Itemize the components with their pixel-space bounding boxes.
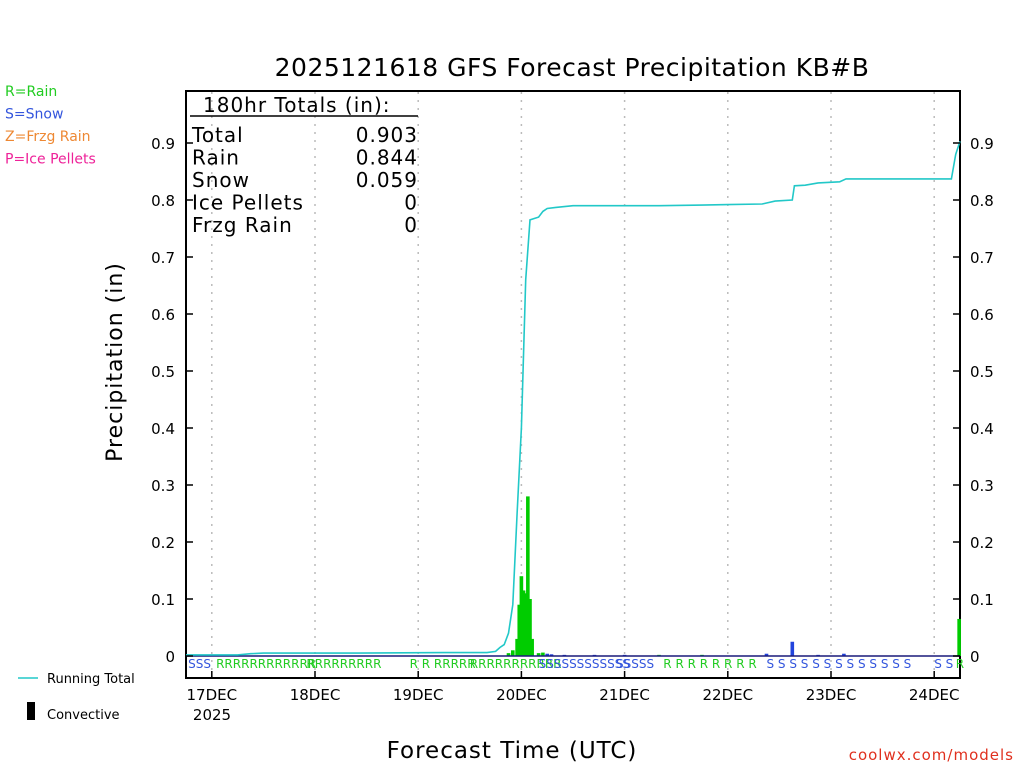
totals-label: Frzg Rain [192, 213, 293, 237]
running-total-line-group [186, 141, 961, 656]
x-tick-label: 19DEC [393, 686, 444, 704]
precip-type-label: R [956, 657, 964, 671]
precip-bar [545, 653, 549, 656]
x-year-label: 2025 [193, 706, 231, 724]
y-tick-label-right: 0.7 [970, 249, 994, 267]
y-tick-label-right: 0.3 [970, 477, 994, 495]
totals-value: 0.844 [356, 146, 418, 170]
precip-bar [842, 653, 846, 656]
precip-bar [536, 653, 541, 656]
y-tick-label-right: 0 [970, 648, 980, 666]
legend-entry-label: Convective [47, 708, 120, 723]
precip-bar [517, 604, 522, 656]
vertical-gridlines [211, 92, 935, 677]
precip-bars [186, 496, 961, 657]
precip-type-label: SSSSS [616, 657, 654, 671]
y-tick-label-left: 0.8 [151, 192, 175, 210]
totals-value: 0.903 [356, 123, 418, 147]
precip-type-label: R R R R R R R R [663, 657, 756, 671]
precip-bar [521, 590, 526, 656]
type-legend-entry: P=Ice Pellets [5, 152, 96, 168]
precip-type-label: SSS [188, 657, 211, 671]
x-tick-label: 22DEC [703, 686, 754, 704]
type-legend-entry: Z=Frzg Rain [5, 129, 91, 145]
y-tick-label-left: 0.1 [151, 591, 175, 609]
x-tick-label: 23DEC [806, 686, 857, 704]
precip-type-label: S S [934, 657, 953, 671]
totals-label: Snow [192, 168, 250, 192]
y-axis-left: 0 0.1 0.2 0.3 0.4 0.5 0.6 0.7 0.8 0.9 [151, 135, 193, 666]
y-tick-label-right: 0.1 [970, 591, 994, 609]
precip-type-label: SSSSSSSSSSSS [539, 657, 630, 671]
x-axis-label: Forecast Time (UTC) [387, 738, 638, 764]
y-tick-label-right: 0.5 [970, 363, 994, 381]
precip-bar [790, 641, 795, 656]
totals-box: 180hr Totals (in): Total 0.903 Rain 0.844 Sn… [190, 93, 418, 237]
y-tick-label-right: 0.4 [970, 420, 994, 438]
y-tick-label-left: 0.4 [151, 420, 175, 438]
precip-type-label: R R RRRRR [410, 657, 476, 671]
y-tick-label-right: 0.9 [970, 135, 994, 153]
plot-frame [185, 90, 961, 679]
y-tick-label-left: 0 [165, 648, 175, 666]
running-total-line [186, 141, 961, 656]
precip-bar [528, 599, 532, 656]
source-credit[interactable]: coolwx.com/models [849, 746, 1014, 764]
precip-bar [519, 576, 524, 656]
precip-bar [511, 650, 515, 656]
y-tick-label-left: 0.6 [151, 306, 175, 324]
precip-bar [530, 638, 534, 656]
y-axis-right: 0 0.1 0.2 0.3 0.4 0.5 0.6 0.7 0.8 0.9 [953, 135, 994, 666]
series-legend: Running Total Convective [18, 672, 135, 723]
precip-bar [515, 638, 519, 656]
precip-type-label: RRRRRRRRR [306, 657, 381, 671]
totals-value: 0 [404, 213, 418, 237]
legend-entry-label: Running Total [47, 672, 135, 687]
y-tick-label-left: 0.3 [151, 477, 175, 495]
precip-type-label: RRRRRRRRRRR [470, 657, 562, 671]
y-tick-label-left: 0.5 [151, 363, 175, 381]
x-tick-label: 20DEC [496, 686, 547, 704]
precip-bar [957, 618, 961, 656]
y-tick-label-left: 0.2 [151, 534, 175, 552]
totals-value: 0.059 [356, 168, 418, 192]
precip-type-legend: R=Rain S=Snow Z=Frzg Rain P=Ice Pellets [5, 84, 96, 168]
totals-label: Ice Pellets [192, 191, 304, 215]
x-axis: 17DEC 18DEC 19DEC 20DEC 21DEC 22DEC 23DEC 24DEC [187, 671, 960, 704]
y-tick-label-right: 0.6 [970, 306, 994, 324]
chart-title: 2025121618 GFS Forecast Precipitation KB… [275, 53, 870, 82]
precip-type-label: RRRRRRRRRRRR [216, 657, 316, 671]
y-tick-label-right: 0.2 [970, 534, 994, 552]
x-tick-label: 21DEC [599, 686, 650, 704]
totals-value: 0 [404, 191, 418, 215]
totals-label: Rain [192, 146, 240, 170]
x-tick-label: 18DEC [290, 686, 341, 704]
y-tick-label-left: 0.7 [151, 249, 175, 267]
totals-label: Total [191, 123, 244, 147]
x-tick-label: 17DEC [187, 686, 238, 704]
type-legend-entry: R=Rain [5, 84, 57, 100]
totals-header: 180hr Totals (in): [203, 93, 391, 117]
precip-bar [764, 653, 769, 656]
precip-bar [506, 653, 511, 656]
precip-bar [541, 652, 545, 656]
y-tick-label-left: 0.9 [151, 135, 175, 153]
precip-bar [549, 654, 554, 656]
legend-bar-swatch [27, 702, 35, 720]
type-legend-entry: S=Snow [5, 107, 63, 123]
y-axis-label: Precipitation (in) [103, 262, 128, 462]
x-tick-label: 24DEC [909, 686, 960, 704]
precip-type-label: S S S S S S S S S S S S S [767, 657, 912, 671]
precip-bar [523, 593, 528, 656]
precip-bar [526, 496, 530, 656]
y-tick-label-right: 0.8 [970, 192, 994, 210]
